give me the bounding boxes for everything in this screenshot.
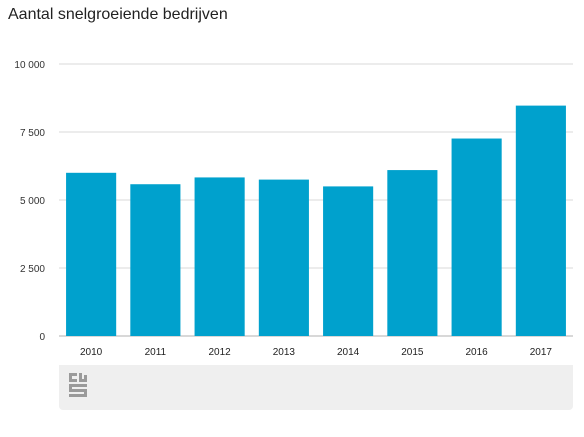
source-footer [59,365,573,410]
y-tick-label: 5 000 [20,196,45,207]
cbs-logo-icon [69,373,87,406]
y-tick-label: 10 000 [14,60,45,71]
x-tick-label: 2015 [401,347,424,358]
x-tick-label: 2014 [337,347,360,358]
bar[interactable] [323,186,374,336]
bar[interactable] [515,105,566,336]
y-tick-label: 0 [39,332,45,343]
x-tick-label: 2010 [80,347,103,358]
x-tick-label: 2012 [209,347,232,358]
bar[interactable] [258,179,309,336]
bar[interactable] [194,177,245,336]
chart-title: Aantal snelgroeiende bedrijven [8,6,228,23]
x-tick-label: 2017 [530,347,553,358]
bar[interactable] [66,172,117,336]
y-tick-label: 7 500 [20,128,45,139]
bar-chart: 0 2 500 5 000 7 500 10 000 2010 2011 2012 2013 20… [14,60,573,358]
y-tick-label: 2 500 [20,264,45,275]
x-tick-label: 2011 [145,347,167,358]
x-tick-label: 2013 [273,347,296,358]
bar[interactable] [387,170,438,336]
bar[interactable] [130,184,181,336]
x-tick-label: 2016 [466,347,489,358]
bar[interactable] [451,138,502,336]
